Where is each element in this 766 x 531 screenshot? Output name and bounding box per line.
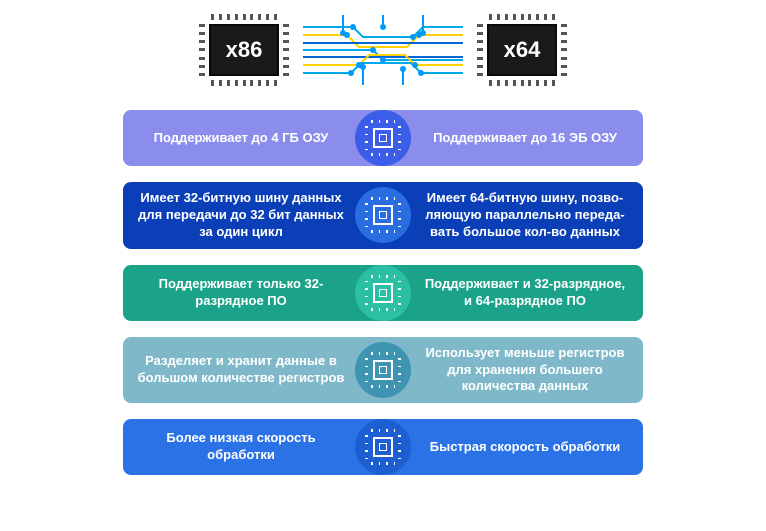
chip-x86: x86 [203,18,285,82]
cpu-icon [355,265,411,321]
infographic-container: x86 [0,0,766,490]
chip-body: x64 [487,24,557,76]
cpu-icon [355,187,411,243]
chip-pins [477,24,483,76]
chip-body: x86 [209,24,279,76]
chip-pins [561,24,567,76]
cpu-icon-inner [369,356,397,384]
cpu-icon-inner [369,201,397,229]
chip-left-label: x86 [226,37,263,63]
comparison-row: Имеет 32-битную шину данных для передачи… [123,182,643,249]
row-left-text: Поддерживает до 4 ГБ ОЗУ [123,110,383,166]
cpu-icon [355,342,411,398]
chip-pins [283,24,289,76]
comparison-row: Поддерживает до 4 ГБ ОЗУПоддерживает до … [123,110,643,166]
chip-pins [199,24,205,76]
comparison-row: Более низкая скорость обработкиБыстрая с… [123,419,643,475]
circuit-graphic [303,15,463,85]
row-left-text: Более низкая скорость обработки [123,419,383,475]
header: x86 [0,15,766,85]
cpu-icon-inner [369,279,397,307]
row-right-text: Использует меньше регистров для хранения… [383,337,643,404]
comparison-row: Поддерживает только 32-разрядное ПОПодде… [123,265,643,321]
chip-right-label: x64 [504,37,541,63]
row-left-text: Поддерживает только 32-разрядное ПО [123,265,383,321]
chip-pins [211,14,277,20]
row-right-text: Быстрая скорость обработки [383,419,643,475]
comparison-rows: Поддерживает до 4 ГБ ОЗУПоддерживает до … [123,110,643,475]
cpu-icon [355,419,411,475]
chip-pins [489,14,555,20]
chip-pins [211,80,277,86]
chip-x64: x64 [481,18,563,82]
comparison-row: Разделяет и хранит данные в большом коли… [123,337,643,404]
row-right-text: Имеет 64-битную шину, позво- ляющую пара… [383,182,643,249]
row-right-text: Поддерживает до 16 ЭБ ОЗУ [383,110,643,166]
cpu-icon-inner [369,433,397,461]
cpu-icon [355,110,411,166]
row-left-text: Разделяет и хранит данные в большом коли… [123,337,383,404]
chip-pins [489,80,555,86]
row-right-text: Поддерживает и 32-разрядное, и 64-разряд… [383,265,643,321]
row-left-text: Имеет 32-битную шину данных для передачи… [123,182,383,249]
cpu-icon-inner [369,124,397,152]
